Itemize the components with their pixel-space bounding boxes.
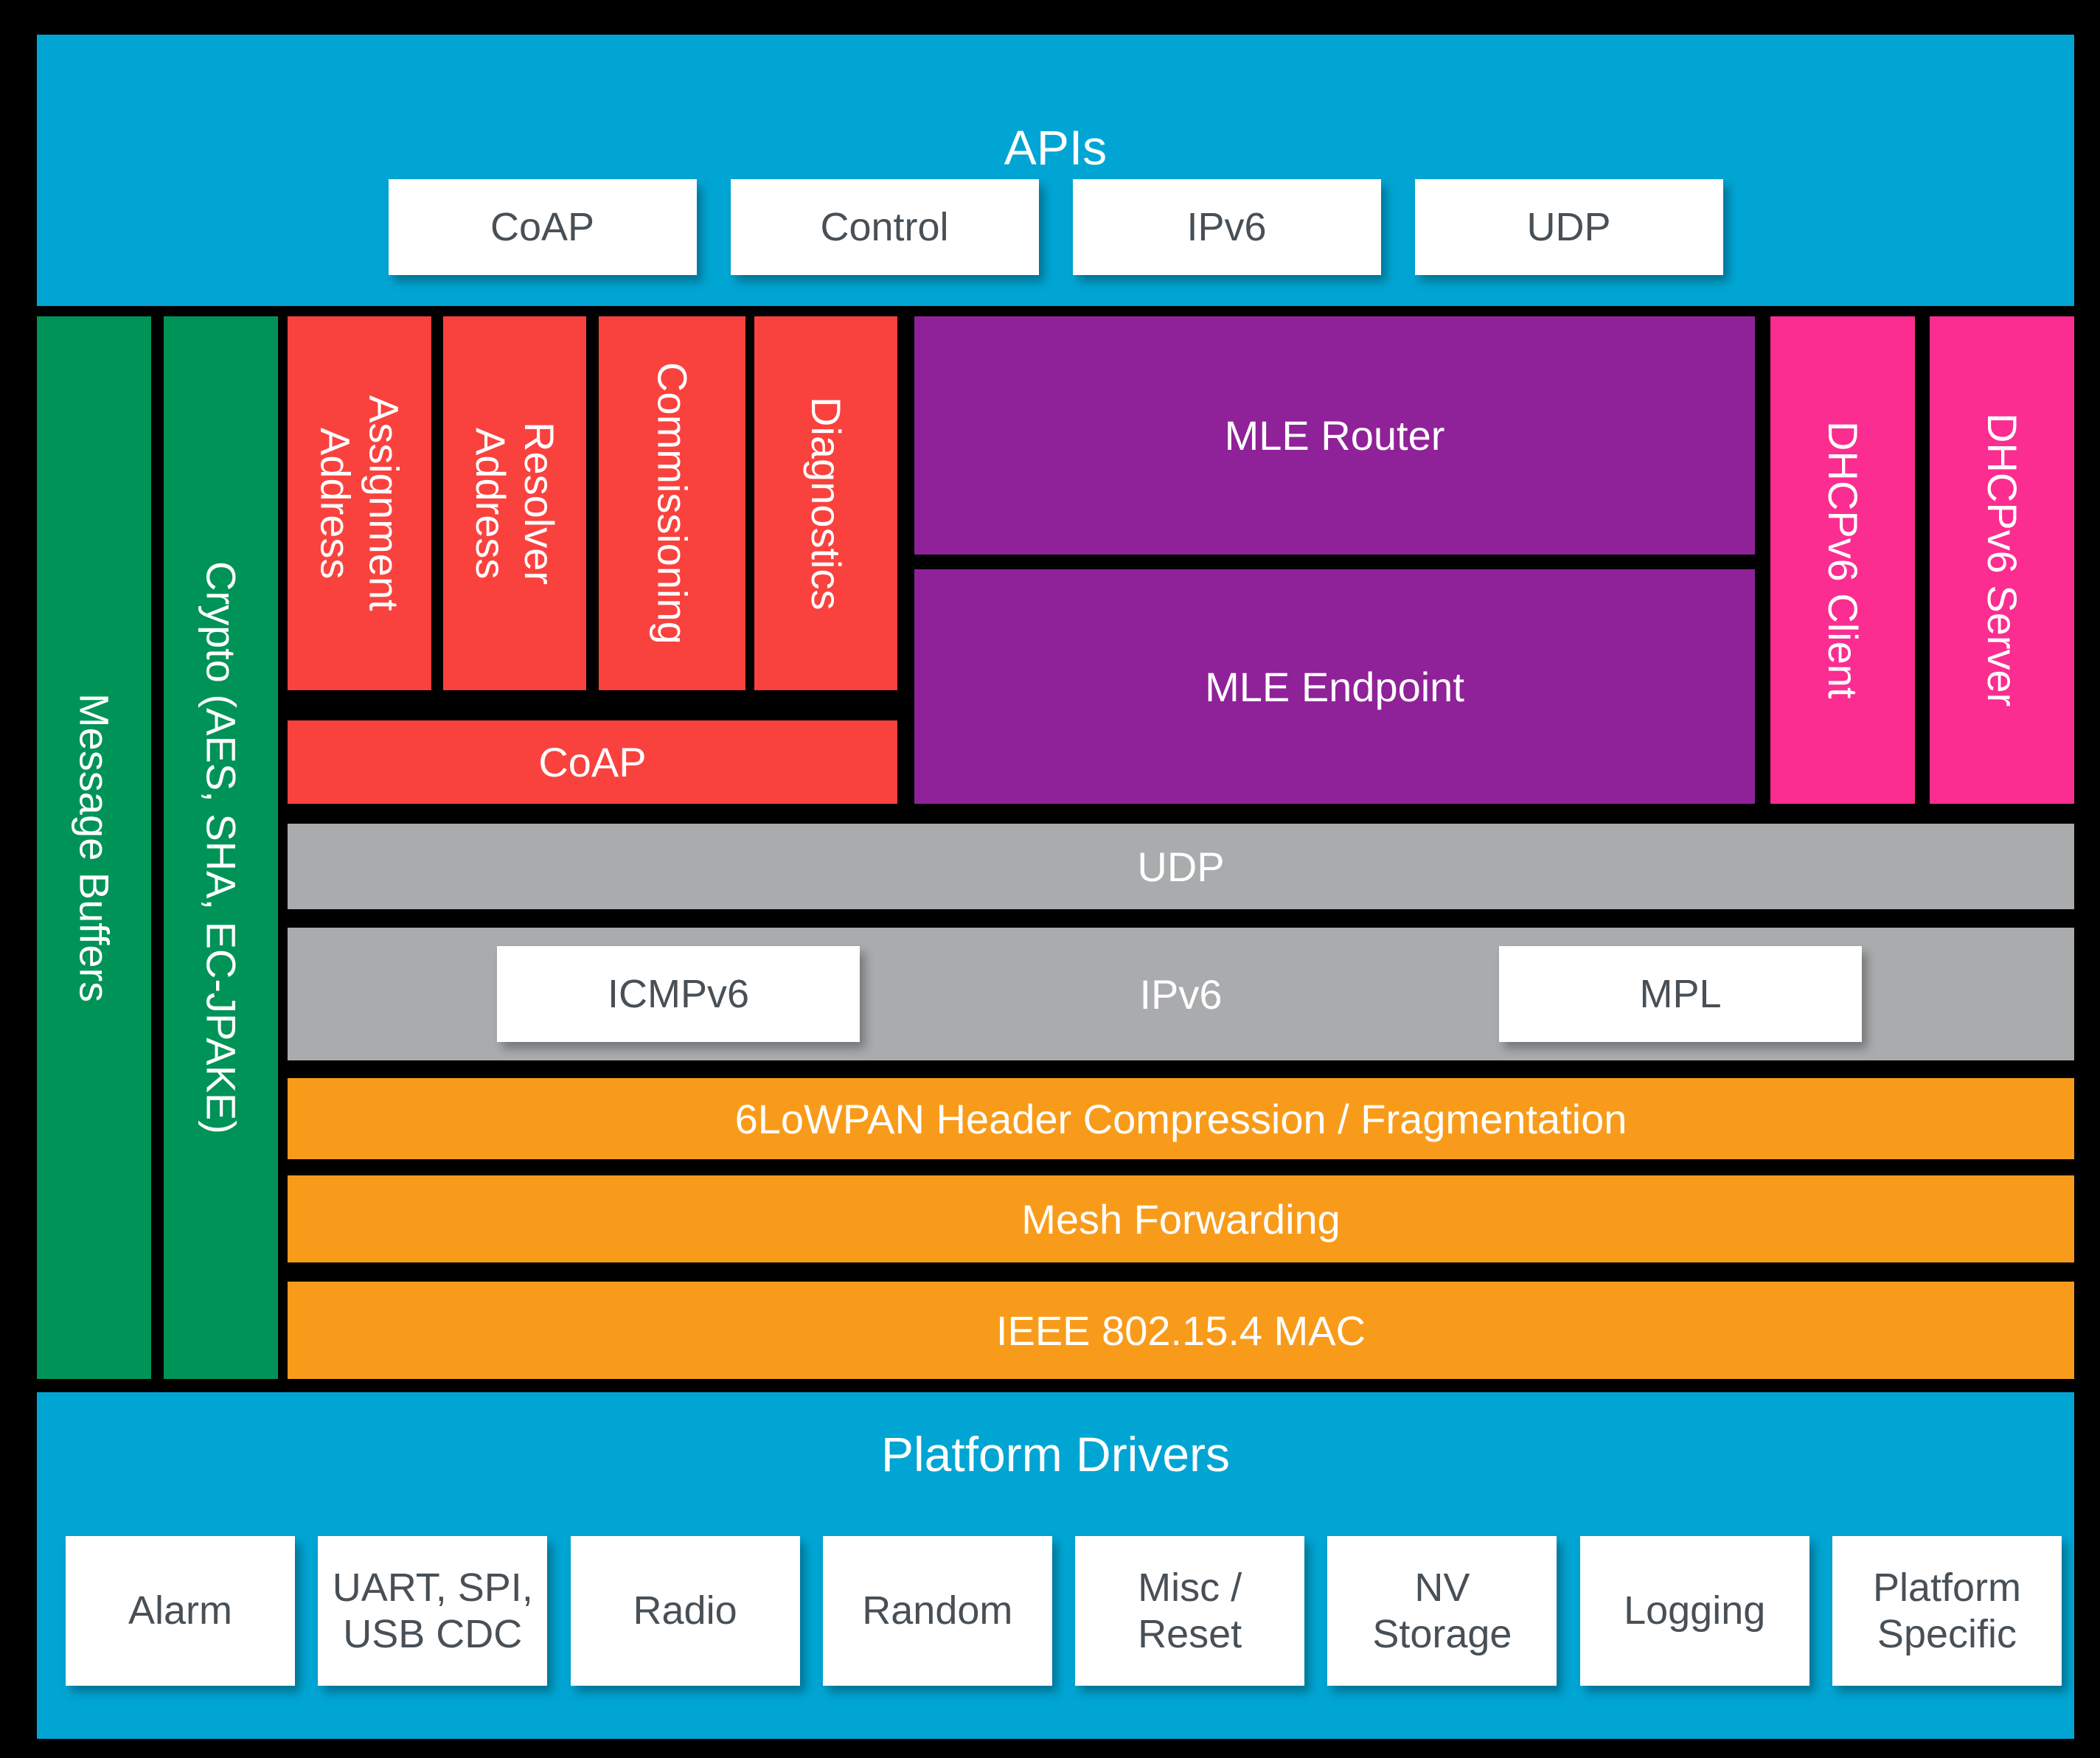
crypto-column: Crypto (AES, SHA, EC-JPAKE) — [164, 316, 278, 1379]
address-assignment-column: Address Assignment — [288, 316, 431, 690]
platform-box-random: Random — [822, 1536, 1052, 1686]
message-buffers-column: Message Buffers — [37, 316, 151, 1379]
ipv6-bar: IPv6 ICMPv6 MPL — [288, 928, 2074, 1060]
platform-box-radio: Radio — [570, 1536, 800, 1686]
platform-box-alarm: Alarm — [66, 1536, 295, 1686]
commissioning-column: Commissioning — [599, 316, 745, 690]
apis-band: APIs CoAP Control IPv6 UDP — [37, 35, 2074, 306]
platform-box-uart-spi-usb: UART, SPI, USB CDC — [318, 1536, 548, 1686]
udp-bar: UDP — [288, 824, 2074, 909]
coap-bar: CoAP — [288, 720, 897, 804]
api-box-control: Control — [730, 179, 1039, 275]
platform-box-nv-storage: NV Storage — [1327, 1536, 1557, 1686]
mesh-forwarding-bar: Mesh Forwarding — [288, 1175, 2074, 1262]
apis-title: APIs — [1004, 120, 1108, 175]
diagnostics-column: Diagnostics — [754, 316, 897, 690]
mle-endpoint-block: MLE Endpoint — [914, 569, 1755, 804]
platform-box-row: Alarm UART, SPI, USB CDC Radio Random Mi… — [66, 1536, 2062, 1686]
dhcpv6-client-column: DHCPv6 Client — [1770, 316, 1915, 804]
icmpv6-box: ICMPv6 — [497, 946, 860, 1042]
diagnostics-label: Diagnostics — [803, 396, 850, 611]
mac-bar: IEEE 802.15.4 MAC — [288, 1282, 2074, 1379]
dhcpv6-server-label: DHCPv6 Server — [1979, 413, 2026, 707]
api-box-row: CoAP Control IPv6 UDP — [37, 179, 2074, 275]
crypto-label: Crypto (AES, SHA, EC-JPAKE) — [198, 561, 245, 1134]
platform-box-misc-reset: Misc / Reset — [1075, 1536, 1305, 1686]
ipv6-bar-label: IPv6 — [1139, 970, 1223, 1018]
platform-box-platform-specific: Platform Specific — [1832, 1536, 2062, 1686]
platform-drivers-title: Platform Drivers — [880, 1427, 1231, 1481]
platform-drivers-band: Platform Drivers Alarm UART, SPI, USB CD… — [37, 1392, 2074, 1739]
dhcpv6-client-label: DHCPv6 Client — [1820, 421, 1867, 699]
platform-box-logging: Logging — [1579, 1536, 1809, 1686]
dhcpv6-server-column: DHCPv6 Server — [1930, 316, 2074, 804]
commissioning-label: Commissioning — [649, 362, 696, 645]
address-assignment-label: Address Assignment — [312, 395, 408, 611]
api-box-coap: CoAP — [388, 179, 697, 275]
lowpan-bar: 6LoWPAN Header Compression / Fragmentati… — [288, 1078, 2074, 1159]
mpl-box: MPL — [1499, 946, 1862, 1042]
api-box-ipv6: IPv6 — [1072, 179, 1381, 275]
address-resolver-label: Address Resolver — [467, 422, 563, 585]
message-buffers-label: Message Buffers — [71, 692, 118, 1003]
address-resolver-column: Address Resolver — [443, 316, 586, 690]
mle-router-block: MLE Router — [914, 316, 1755, 555]
api-box-udp: UDP — [1414, 179, 1723, 275]
